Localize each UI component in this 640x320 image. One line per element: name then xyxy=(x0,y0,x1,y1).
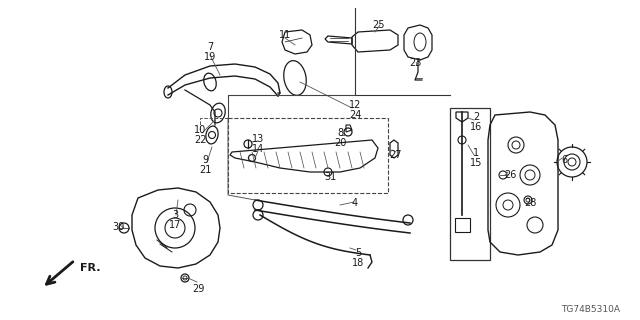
Text: 18: 18 xyxy=(352,258,364,268)
Text: 22: 22 xyxy=(194,135,206,145)
Text: 20: 20 xyxy=(334,138,346,148)
Text: 1: 1 xyxy=(473,148,479,158)
Text: 15: 15 xyxy=(470,158,482,168)
Text: 4: 4 xyxy=(352,198,358,208)
Text: 27: 27 xyxy=(388,150,401,160)
Text: 30: 30 xyxy=(112,222,124,232)
Text: 11: 11 xyxy=(279,30,291,40)
Text: 25: 25 xyxy=(372,20,384,30)
Text: 24: 24 xyxy=(349,110,361,120)
Text: 6: 6 xyxy=(561,155,567,165)
Text: 13: 13 xyxy=(252,134,264,144)
Text: 5: 5 xyxy=(355,248,361,258)
Text: 7: 7 xyxy=(207,42,213,52)
Text: 10: 10 xyxy=(194,125,206,135)
Text: 2: 2 xyxy=(473,112,479,122)
Text: 12: 12 xyxy=(349,100,361,110)
Text: 31: 31 xyxy=(324,172,336,182)
Text: 16: 16 xyxy=(470,122,482,132)
Text: 21: 21 xyxy=(199,165,211,175)
Text: 26: 26 xyxy=(504,170,516,180)
Text: FR.: FR. xyxy=(80,263,100,273)
Text: 17: 17 xyxy=(169,220,181,230)
Text: 14: 14 xyxy=(252,144,264,154)
Text: 19: 19 xyxy=(204,52,216,62)
Text: 23: 23 xyxy=(409,58,421,68)
Text: 9: 9 xyxy=(202,155,208,165)
Text: 8: 8 xyxy=(337,128,343,138)
Text: TG74B5310A: TG74B5310A xyxy=(561,305,620,314)
Bar xyxy=(228,118,388,193)
Text: 28: 28 xyxy=(524,198,536,208)
Text: 29: 29 xyxy=(192,284,204,294)
Text: 3: 3 xyxy=(172,210,178,220)
